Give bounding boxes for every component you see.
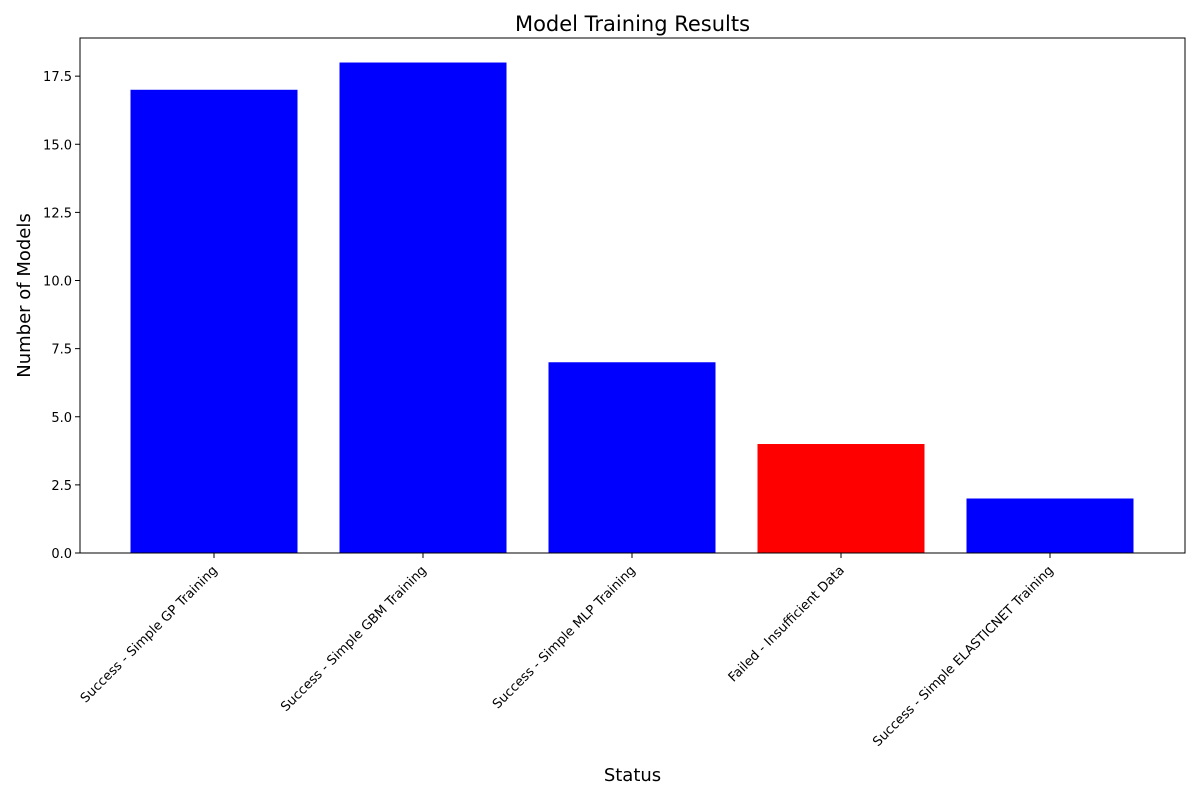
y-tick-label: 10.0 [43,275,72,290]
x-tick-label: Success - Simple GP Training [78,563,221,706]
bars-layer [130,62,1134,554]
x-tick-label: Success - Simple GBM Training [278,563,430,715]
y-tick-label: 2.5 [51,479,72,494]
y-axis-title: Number of Models [14,213,35,378]
bar-1 [339,62,507,554]
bar-2 [548,362,716,553]
bar-3 [757,444,925,553]
y-tick-label: 0.0 [51,547,72,562]
y-tick-label: 15.0 [43,138,72,153]
x-axis-title: Status [604,765,661,786]
bar-4 [966,498,1134,553]
x-tick-label: Failed - Insufficient Data [726,563,848,685]
chart-title: Model Training Results [515,12,750,36]
y-tick-label: 12.5 [43,206,72,221]
x-tick-label: Success - Simple ELASTICNET Training [870,563,1057,750]
bar-0 [130,89,298,553]
y-tick-label: 7.5 [51,343,72,358]
y-tick-label: 17.5 [43,70,72,85]
y-axis-ticks: 0.0 2.5 5.0 7.5 10.0 12.5 15.0 17.5 [43,70,80,562]
x-axis-ticks: Success - Simple GP Training Success - Si… [78,553,1057,750]
x-tick-label: Success - Simple MLP Training [490,563,639,712]
plot-frame [79,37,1186,554]
y-tick-label: 5.0 [51,411,72,426]
